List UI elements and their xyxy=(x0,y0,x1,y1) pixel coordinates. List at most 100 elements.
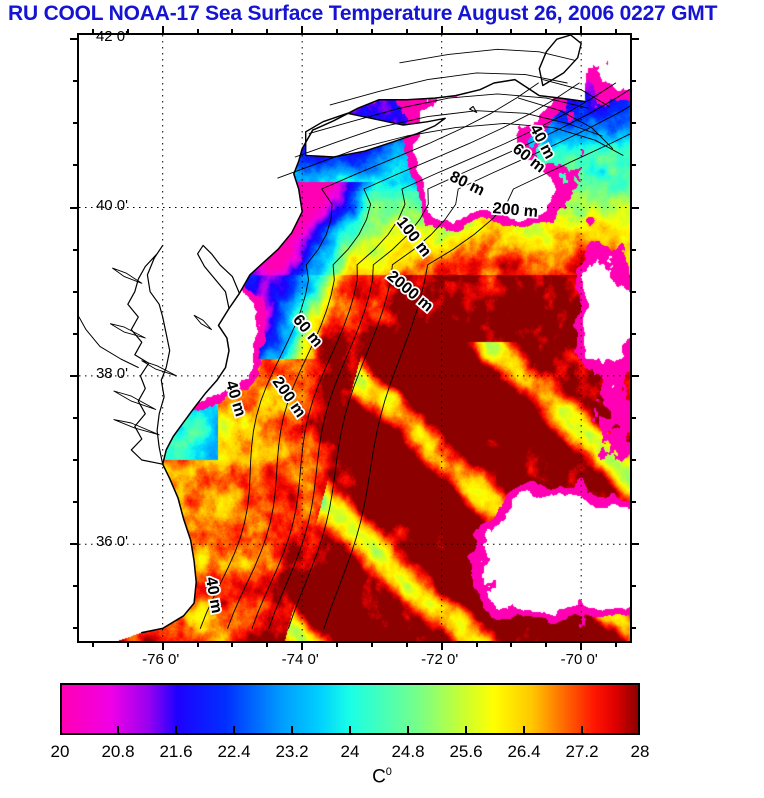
x-axis-label: -72 0' xyxy=(421,651,459,668)
colorbar-tick-label: 26.4 xyxy=(507,742,541,761)
contour-label: 80 m80 m xyxy=(445,167,489,202)
colorbar-ticks xyxy=(60,683,640,735)
tick-mark xyxy=(231,641,234,647)
svg-text:80 m: 80 m xyxy=(447,168,487,199)
colorbar-tick-label: 23.2 xyxy=(275,742,309,761)
contour-label: 60 m60 m xyxy=(287,310,327,352)
tick-mark xyxy=(630,290,636,293)
tick-mark xyxy=(630,543,639,546)
tick-mark xyxy=(301,26,304,35)
tick-mark xyxy=(336,641,339,647)
tick-mark xyxy=(370,29,373,35)
y-axis-label: 42 0' xyxy=(95,28,128,46)
tick-mark xyxy=(630,38,639,41)
x-axis-label: -74 0' xyxy=(281,651,319,668)
colorbar-tick xyxy=(581,726,583,735)
tick-mark xyxy=(630,164,636,167)
y-axis-label: 38 0' xyxy=(95,364,128,382)
tick-mark xyxy=(73,290,79,293)
tick-mark xyxy=(73,501,79,504)
colorbar-tick xyxy=(523,726,525,735)
tick-mark xyxy=(475,29,478,35)
tick-mark xyxy=(630,374,639,377)
unit-degree: 0 xyxy=(385,766,392,778)
colorbar-tick xyxy=(233,726,235,735)
tick-mark xyxy=(161,26,164,35)
svg-text:2000 m: 2000 m xyxy=(384,268,436,316)
colorbar-tick-label: 25.6 xyxy=(449,742,483,761)
tick-mark xyxy=(73,332,79,335)
colorbar-tick-label: 24.8 xyxy=(391,742,425,761)
svg-text:60 m: 60 m xyxy=(289,312,325,351)
tick-mark xyxy=(73,248,79,251)
tick-mark xyxy=(73,416,79,419)
tick-mark xyxy=(405,641,408,647)
tick-mark xyxy=(615,29,618,35)
colorbar-tick-label: 28 xyxy=(630,742,650,761)
tick-mark xyxy=(336,29,339,35)
svg-text:40 m: 40 m xyxy=(202,576,225,615)
tick-mark xyxy=(73,80,79,83)
tick-mark xyxy=(630,248,636,251)
unit-letter: C xyxy=(372,766,386,788)
y-axis-label: 40 0' xyxy=(95,196,128,214)
colorbar-tick xyxy=(175,726,177,735)
tick-mark xyxy=(73,459,79,462)
tick-mark xyxy=(545,29,548,35)
tick-mark xyxy=(73,627,79,630)
svg-text:200 m: 200 m xyxy=(269,374,309,421)
tick-mark xyxy=(70,374,79,377)
tick-mark xyxy=(630,416,636,419)
tick-mark xyxy=(73,585,79,588)
tick-mark xyxy=(196,29,199,35)
tick-mark xyxy=(161,641,164,650)
tick-mark xyxy=(70,38,79,41)
tick-mark xyxy=(630,206,639,209)
tick-mark xyxy=(545,641,548,647)
tick-mark xyxy=(405,29,408,35)
tick-mark xyxy=(630,332,636,335)
colorbar-tick-label: 22.4 xyxy=(217,742,251,761)
tick-mark xyxy=(510,641,513,647)
colorbar-tick xyxy=(407,726,409,735)
tick-mark xyxy=(91,29,94,35)
tick-mark xyxy=(126,641,129,647)
colorbar-tick-label: 24 xyxy=(340,742,360,761)
tick-mark xyxy=(73,122,79,125)
colorbar-tick-label: 27.2 xyxy=(565,742,599,761)
colorbar-tick xyxy=(117,726,119,735)
colorbar-tick xyxy=(349,726,351,735)
tick-mark xyxy=(630,80,636,83)
tick-mark xyxy=(630,122,636,125)
tick-mark xyxy=(73,164,79,167)
x-axis-label: -76 0' xyxy=(142,651,180,668)
tick-mark xyxy=(475,641,478,647)
tick-mark xyxy=(615,641,618,647)
tick-mark xyxy=(630,459,636,462)
tick-mark xyxy=(91,641,94,647)
colorbar-tick-label: 20 xyxy=(50,742,70,761)
page-title: RU COOL NOAA-17 Sea Surface Temperature … xyxy=(8,2,718,25)
tick-mark xyxy=(70,543,79,546)
tick-mark xyxy=(630,585,636,588)
svg-text:200 m: 200 m xyxy=(492,200,539,221)
tick-mark xyxy=(630,501,636,504)
colorbar-tick-label: 21.6 xyxy=(159,742,193,761)
tick-mark xyxy=(580,641,583,650)
svg-text:40 m: 40 m xyxy=(222,379,249,419)
tick-mark xyxy=(630,627,636,630)
tick-mark xyxy=(370,641,373,647)
tick-mark xyxy=(510,29,513,35)
tick-mark xyxy=(440,26,443,35)
tick-mark xyxy=(70,206,79,209)
tick-mark xyxy=(126,29,129,35)
tick-mark xyxy=(266,29,269,35)
y-axis-label: 36 0' xyxy=(95,533,128,551)
tick-mark xyxy=(196,641,199,647)
contour-label: 40 m40 m xyxy=(220,377,250,420)
